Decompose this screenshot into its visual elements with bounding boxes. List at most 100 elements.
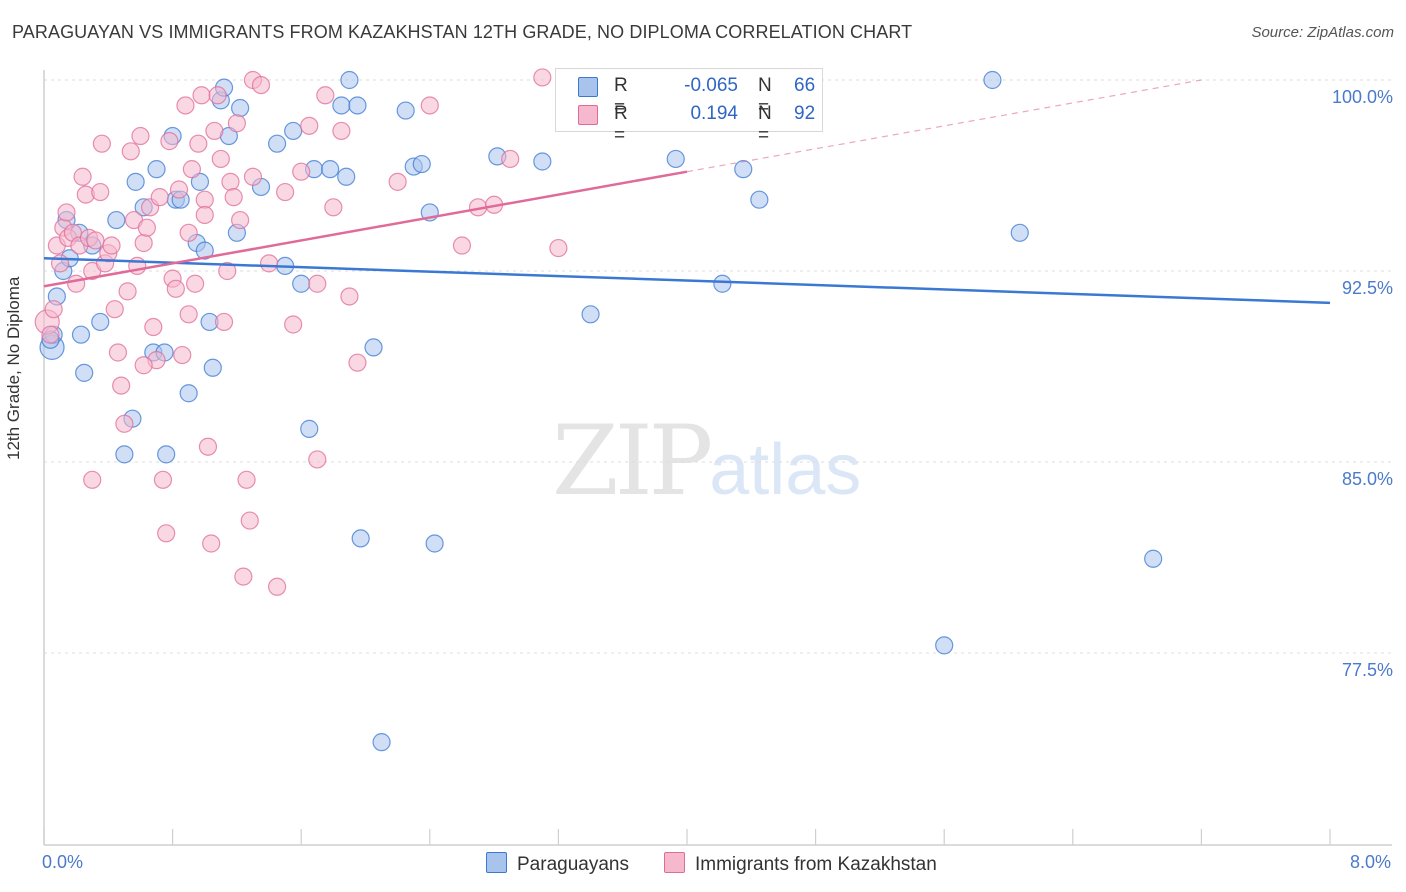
x-tick-label: 8.0%	[1350, 852, 1392, 872]
paraguayan-point	[321, 160, 340, 179]
kazakhstan-point	[134, 233, 153, 253]
paraguayan-point	[231, 98, 250, 118]
kazakhstan-point	[308, 274, 327, 293]
paraguayan-point	[666, 149, 685, 169]
kazakhstan-point	[182, 160, 201, 179]
kazakhstan-point	[118, 282, 137, 301]
kazakhstan-point	[332, 121, 351, 141]
kazakhstan-point	[186, 274, 205, 293]
kazakhstan-point	[284, 315, 303, 334]
paraguayan-point	[107, 210, 126, 230]
kazakhstan-point	[549, 238, 568, 258]
kazakhstan-point	[276, 182, 295, 202]
kazakhstan-point	[202, 534, 221, 553]
paraguayan-point	[157, 445, 176, 464]
kazakhstan-point	[259, 254, 279, 273]
kazakhstan-point	[41, 325, 60, 344]
paraguayan-point	[284, 121, 303, 141]
kazakhstan-point	[134, 356, 153, 375]
kazakhstan-trendline	[43, 170, 688, 288]
legend-r-label: R =	[614, 75, 628, 118]
legend-n-value: 92	[794, 103, 816, 124]
kazakhstan-point	[112, 376, 131, 395]
kazakhstan-point	[73, 167, 92, 186]
paraguayan-point	[292, 274, 311, 293]
kazakhstan-point	[227, 114, 246, 133]
kazakhstan-point	[153, 470, 173, 489]
legend-label: Immigrants from Kazakhstan	[695, 854, 937, 875]
legend-item-kazakhstan: Immigrants from Kazakhstan	[664, 852, 937, 876]
legend-r-value: 0.194	[690, 103, 738, 124]
paraguayan-point	[1144, 549, 1163, 568]
paraguayan-point	[425, 534, 444, 553]
y-tick-label: 77.5%	[1341, 660, 1393, 680]
paraguayan-point	[713, 274, 732, 293]
kazakhstan-point	[231, 210, 250, 230]
kazakhstan-point	[243, 167, 263, 186]
legend-swatch-blue	[578, 77, 598, 97]
kazakhstan-point	[150, 188, 169, 207]
correlation-legend: R = -0.065 N = 66 R = 0.194 N = 92	[555, 68, 823, 146]
kazakhstan-point	[224, 188, 243, 207]
paraguayan-point	[734, 160, 753, 179]
y-axis-label: 12th Grade, No Diploma	[4, 276, 23, 460]
kazakhstan-point	[240, 511, 259, 530]
kazakhstan-point	[67, 274, 86, 293]
kazakhstan-point	[316, 86, 335, 105]
paraguayan-point	[115, 445, 134, 464]
kazakhstan-point	[102, 236, 121, 255]
kazakhstan-point	[131, 126, 150, 146]
kazakhstan-point	[83, 470, 102, 489]
y-tick-label: 85.0%	[1341, 469, 1393, 489]
kazakhstan-point	[267, 577, 287, 596]
legend-r-value: -0.065	[684, 75, 738, 96]
paraguayan-point	[340, 70, 359, 90]
kazakhstan-point	[195, 190, 214, 209]
kazakhstan-point	[388, 172, 407, 191]
kazakhstan-point	[251, 75, 271, 95]
kazakhstan-point	[452, 236, 472, 255]
watermark-zip: ZIP	[552, 405, 713, 517]
paraguayan-point	[203, 358, 222, 377]
y-tick-label: 92.5%	[1341, 278, 1393, 298]
paraguayan-point	[147, 160, 166, 179]
kazakhstan-point	[324, 198, 343, 217]
paraguayan-point	[351, 529, 370, 548]
paraguayan-point	[372, 733, 391, 752]
kazakhstan-point	[86, 231, 105, 250]
watermark: ZIPatlas	[552, 405, 861, 517]
paraguayan-point	[396, 101, 415, 120]
kazakhstan-point	[214, 312, 234, 332]
paraguayan-point	[75, 363, 94, 382]
kazakhstan-point	[292, 162, 311, 181]
kazakhstan-point	[192, 86, 211, 105]
legend-label: Paraguayans	[517, 854, 629, 875]
paraguayan-point	[179, 384, 198, 403]
kazakhstan-point	[166, 279, 185, 298]
kazakhstan-point	[501, 149, 520, 169]
paraguayan-point	[195, 241, 214, 260]
kazakhstan-point	[179, 305, 198, 324]
legend-item-paraguayans: Paraguayans	[486, 852, 629, 876]
kazakhstan-point	[176, 96, 195, 115]
paraguayan-point	[1010, 223, 1029, 242]
paraguayan-point	[348, 96, 367, 115]
chart-title: PARAGUAYAN VS IMMIGRANTS FROM KAZAKHSTAN…	[12, 22, 913, 42]
kazakhstan-point	[169, 180, 189, 199]
kazakhstan-point	[195, 205, 214, 225]
legend-swatch-blue	[486, 852, 507, 873]
kazakhstan-point	[144, 317, 163, 337]
kazakhstan-point	[92, 134, 111, 153]
paraguayan-point	[267, 134, 287, 153]
paraguayan-point	[71, 325, 91, 344]
kazakhstan-point	[218, 261, 237, 281]
paraguayan-point	[91, 312, 110, 332]
paraguayan-point	[581, 305, 600, 324]
paraguayan-point	[332, 96, 351, 115]
kazakhstan-point	[160, 132, 179, 151]
paraguayan-point	[337, 167, 356, 186]
legend-swatch-pink	[578, 105, 598, 125]
paraguayan-point	[364, 338, 383, 357]
y-tick-label: 100.0%	[1331, 87, 1393, 107]
paraguayan-point	[126, 172, 145, 191]
